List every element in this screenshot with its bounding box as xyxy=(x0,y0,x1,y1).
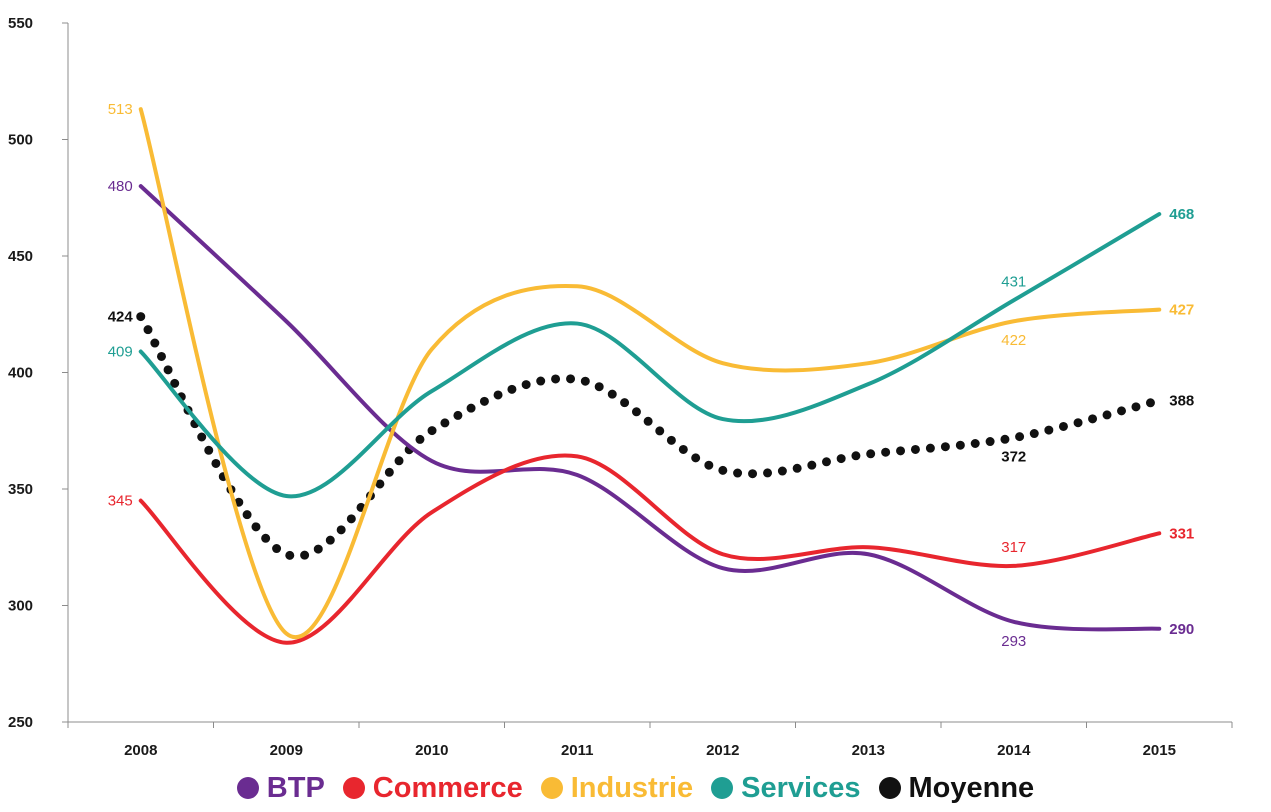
data-label-industrie: 422 xyxy=(1001,332,1026,349)
legend-label: Industrie xyxy=(570,772,694,804)
chart-legend: BTP Commerce Industrie Services Moyenne xyxy=(0,772,1271,805)
legend-item-industrie: Industrie xyxy=(540,772,694,805)
legend-marker-icon xyxy=(711,777,734,799)
data-label-btp: 290 xyxy=(1169,621,1194,638)
data-label-commerce: 345 xyxy=(108,493,133,510)
y-tick-label: 300 xyxy=(8,598,33,615)
legend-marker-icon xyxy=(342,777,365,799)
legend-label: Commerce xyxy=(372,772,523,804)
legend-marker-icon xyxy=(236,777,259,799)
legend-label: BTP xyxy=(266,772,325,804)
chart-series xyxy=(136,107,1164,645)
data-label-commerce: 331 xyxy=(1169,525,1194,542)
legend-label: Moyenne xyxy=(908,772,1035,804)
legend-marker-icon xyxy=(878,777,901,799)
x-tick-label: 2013 xyxy=(852,742,885,759)
legend-item-services: Services xyxy=(711,772,861,805)
data-label-services: 431 xyxy=(1001,273,1026,290)
data-label-moyenne: 424 xyxy=(108,309,134,326)
series-line-commerce xyxy=(138,453,1162,645)
x-tick-label: 2009 xyxy=(270,742,303,759)
data-label-services: 409 xyxy=(108,344,133,361)
data-label-commerce: 317 xyxy=(1001,539,1026,556)
x-tick-label: 2014 xyxy=(997,742,1031,759)
line-chart: 250 300 350 400 450 500 550 2008 2009 2010 2011 201… xyxy=(8,15,1233,759)
y-tick-label: 550 xyxy=(8,15,33,32)
y-tick-label: 250 xyxy=(8,714,33,731)
legend-item-commerce: Commerce xyxy=(342,772,523,805)
data-label-btp: 480 xyxy=(108,178,133,195)
legend-item-btp: BTP xyxy=(236,772,325,805)
series-line-btp xyxy=(138,184,1162,632)
data-label-industrie: 513 xyxy=(108,101,133,118)
data-label-moyenne: 372 xyxy=(1001,449,1026,466)
y-tick-label: 400 xyxy=(8,365,33,382)
legend-marker-icon xyxy=(540,777,563,799)
data-label-moyenne: 388 xyxy=(1169,392,1194,409)
legend-label: Services xyxy=(741,772,861,804)
x-tick-label: 2011 xyxy=(561,742,594,759)
y-tick-label: 450 xyxy=(8,248,33,265)
legend-item-moyenne: Moyenne xyxy=(878,772,1035,805)
x-tick-label: 2008 xyxy=(124,742,157,759)
y-tick-label: 350 xyxy=(8,481,33,498)
data-label-industrie: 427 xyxy=(1169,302,1194,319)
x-tick-label: 2010 xyxy=(415,742,448,759)
series-line-moyenne xyxy=(136,312,1164,561)
series-line-services xyxy=(138,212,1162,499)
series-line-industrie xyxy=(138,107,1162,639)
chart-axes: 250 300 350 400 450 500 550 2008 2009 2010 2011 201… xyxy=(8,15,1233,759)
x-tick-label: 2012 xyxy=(706,742,739,759)
x-tick-label: 2015 xyxy=(1143,742,1176,759)
chart-data-labels: 424 372 388 480 293 290 345 317 331 513 422 427 409 4… xyxy=(108,101,1195,650)
data-label-btp: 293 xyxy=(1001,633,1026,650)
data-label-services: 468 xyxy=(1169,206,1194,223)
y-tick-label: 500 xyxy=(8,132,33,149)
